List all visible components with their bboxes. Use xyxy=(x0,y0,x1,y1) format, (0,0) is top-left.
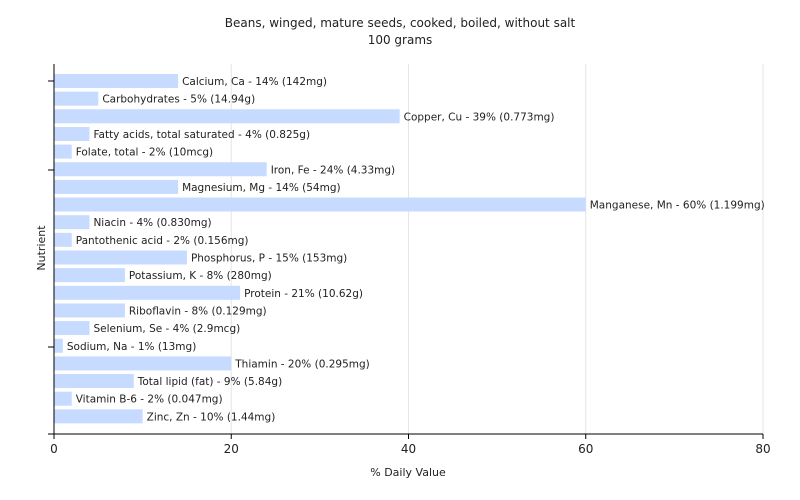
bar-label: Pantothenic acid - 2% (0.156mg) xyxy=(76,235,249,247)
bar xyxy=(54,391,72,406)
bar-label: Thiamin - 20% (0.295mg) xyxy=(234,358,370,370)
bar-label: Potassium, K - 8% (280mg) xyxy=(129,270,272,282)
bar-label: Fatty acids, total saturated - 4% (0.825… xyxy=(93,129,310,141)
chart-subtitle: 100 grams xyxy=(368,33,433,47)
bar-label: Selenium, Se - 4% (2.9mcg) xyxy=(93,323,240,335)
x-tick-label: 60 xyxy=(578,442,593,456)
bar xyxy=(54,409,143,424)
bar xyxy=(54,285,241,300)
bar-label: Total lipid (fat) - 9% (5.84g) xyxy=(137,376,282,388)
bar xyxy=(54,197,586,212)
bar-label: Manganese, Mn - 60% (1.199mg) xyxy=(590,200,765,212)
bar xyxy=(54,179,179,194)
bars: Calcium, Ca - 14% (142mg) Carbohydrates -… xyxy=(54,74,765,424)
bar xyxy=(54,126,90,141)
bar-label: Magnesium, Mg - 14% (54mg) xyxy=(182,182,341,194)
bar xyxy=(54,374,134,389)
bar-label: Carbohydrates - 5% (14.94g) xyxy=(102,94,255,106)
bar xyxy=(54,321,90,336)
bar xyxy=(54,144,72,159)
bar xyxy=(54,74,179,88)
chart-title: Beans, winged, mature seeds, cooked, boi… xyxy=(225,16,576,30)
gridlines xyxy=(230,64,764,434)
bar-label: Riboflavin - 8% (0.129mg) xyxy=(129,305,267,317)
bar xyxy=(54,91,99,106)
bar-label: Vitamin B-6 - 2% (0.047mg) xyxy=(76,394,223,406)
bar xyxy=(54,250,187,265)
bar-label: Calcium, Ca - 14% (142mg) xyxy=(182,76,327,88)
bar-label: Niacin - 4% (0.830mg) xyxy=(93,217,211,229)
bar xyxy=(54,356,232,371)
bar xyxy=(54,109,400,124)
x-tick-label: 20 xyxy=(224,442,239,456)
bar-label: Iron, Fe - 24% (4.33mg) xyxy=(271,164,395,176)
bar-label: Folate, total - 2% (10mcg) xyxy=(76,147,213,159)
axes: 0 20 40 60 80 xyxy=(48,64,771,456)
bar xyxy=(54,303,125,318)
bar xyxy=(54,338,63,353)
bar-label: Sodium, Na - 1% (13mg) xyxy=(67,341,196,353)
bar xyxy=(54,215,90,230)
bar-label: Copper, Cu - 39% (0.773mg) xyxy=(404,111,555,123)
bar-label: Phosphorus, P - 15% (153mg) xyxy=(191,253,347,265)
x-axis-label: % Daily Value xyxy=(370,466,446,479)
x-tick-label: 0 xyxy=(50,442,58,456)
bar-label: Protein - 21% (10.62g) xyxy=(244,288,363,300)
x-tick-label: 80 xyxy=(755,442,770,456)
bar xyxy=(54,268,125,283)
y-axis-label: Nutrient xyxy=(35,225,48,271)
bar xyxy=(54,232,72,247)
x-tick-label: 40 xyxy=(401,442,416,456)
bar xyxy=(54,162,267,177)
bar-label: Zinc, Zn - 10% (1.44mg) xyxy=(147,411,276,423)
